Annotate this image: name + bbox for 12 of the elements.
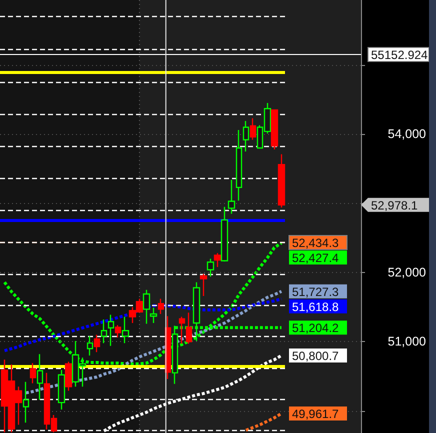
data-label: 51,727.3 — [292, 284, 340, 299]
data-label: 51,618.8 — [292, 300, 340, 314]
y-tick-label: 54,000 — [388, 127, 426, 142]
text: 52,978.1 — [371, 198, 418, 212]
ref-line-label: 55152.924 — [371, 48, 428, 62]
y-tick-label: 52,000 — [388, 266, 426, 280]
y-tick-label: 51,000 — [388, 334, 426, 349]
data-label: 49,961.7 — [292, 407, 340, 422]
data-label: 52,427.4 — [292, 250, 340, 265]
data-label: 50,800.7 — [292, 348, 340, 363]
data-label: 51,204.2 — [292, 321, 340, 336]
ref-line-label: 52,434.3 — [292, 236, 340, 250]
